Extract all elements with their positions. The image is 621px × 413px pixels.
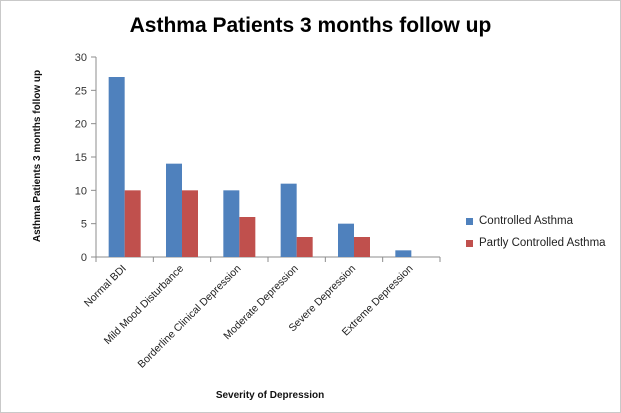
x-category-label: Borderline Clinical Depression bbox=[136, 263, 244, 371]
bar-partly-controlled bbox=[124, 190, 141, 257]
y-tick-label: 0 bbox=[81, 252, 87, 264]
legend-item-partly-controlled: Partly Controlled Asthma bbox=[466, 232, 606, 254]
bar-partly-controlled bbox=[239, 217, 256, 257]
bar-controlled bbox=[108, 77, 125, 257]
legend-item-controlled: Controlled Asthma bbox=[466, 210, 606, 232]
y-tick-label: 15 bbox=[75, 152, 87, 164]
bar-controlled bbox=[395, 250, 412, 257]
y-axis-label: Asthma Patients 3 months follow up bbox=[32, 70, 43, 242]
bar-partly-controlled bbox=[354, 237, 370, 257]
bar-controlled bbox=[223, 190, 240, 257]
bar-controlled bbox=[338, 223, 354, 257]
bar-controlled bbox=[280, 183, 297, 257]
y-tick-label: 10 bbox=[75, 185, 87, 197]
legend-swatch-partly-controlled bbox=[466, 239, 473, 247]
bar-controlled bbox=[166, 163, 182, 257]
x-axis-label: Severity of Depression bbox=[216, 390, 324, 401]
y-tick-label: 25 bbox=[75, 85, 87, 97]
y-tick-label: 30 bbox=[75, 52, 87, 64]
x-category-label: Normal BDI bbox=[82, 263, 129, 310]
legend-label-partly-controlled: Partly Controlled Asthma bbox=[479, 237, 606, 249]
y-tick-label: 5 bbox=[81, 219, 87, 231]
chart-title: Asthma Patients 3 months follow up bbox=[129, 14, 492, 37]
legend-label-controlled: Controlled Asthma bbox=[479, 215, 573, 227]
bar-partly-controlled bbox=[182, 190, 198, 257]
y-tick-label: 20 bbox=[75, 119, 87, 131]
legend: Controlled Asthma Partly Controlled Asth… bbox=[466, 210, 606, 254]
legend-swatch-controlled bbox=[466, 217, 473, 225]
bar-partly-controlled bbox=[296, 237, 313, 257]
